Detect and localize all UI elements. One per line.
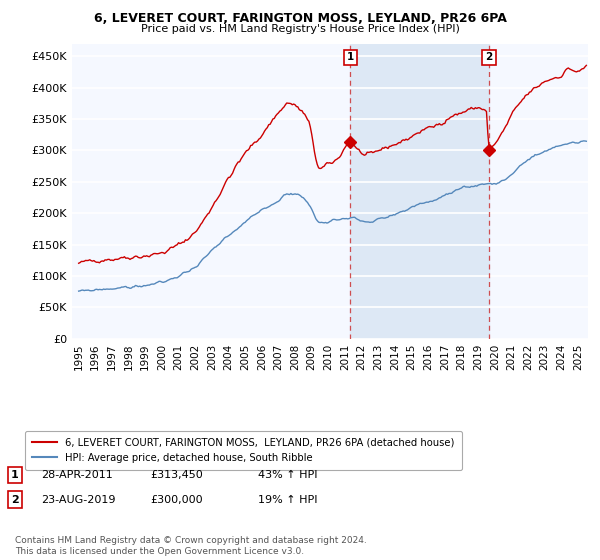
Text: 1: 1 <box>11 470 19 480</box>
Bar <box>350 44 489 339</box>
Text: 28-APR-2011: 28-APR-2011 <box>41 470 113 480</box>
Text: 1: 1 <box>347 53 354 63</box>
Text: 2: 2 <box>11 494 19 505</box>
Text: £313,450: £313,450 <box>150 470 203 480</box>
Text: 6, LEVERET COURT, FARINGTON MOSS, LEYLAND, PR26 6PA: 6, LEVERET COURT, FARINGTON MOSS, LEYLAN… <box>94 12 506 25</box>
Text: 19% ↑ HPI: 19% ↑ HPI <box>258 494 317 505</box>
Legend: 6, LEVERET COURT, FARINGTON MOSS,  LEYLAND, PR26 6PA (detached house), HPI: Aver: 6, LEVERET COURT, FARINGTON MOSS, LEYLAN… <box>25 431 462 470</box>
Text: Contains HM Land Registry data © Crown copyright and database right 2024.
This d: Contains HM Land Registry data © Crown c… <box>15 536 367 556</box>
Text: 2: 2 <box>485 53 493 63</box>
Text: 23-AUG-2019: 23-AUG-2019 <box>41 494 115 505</box>
Text: £300,000: £300,000 <box>150 494 203 505</box>
Text: Price paid vs. HM Land Registry's House Price Index (HPI): Price paid vs. HM Land Registry's House … <box>140 24 460 34</box>
Text: 43% ↑ HPI: 43% ↑ HPI <box>258 470 317 480</box>
